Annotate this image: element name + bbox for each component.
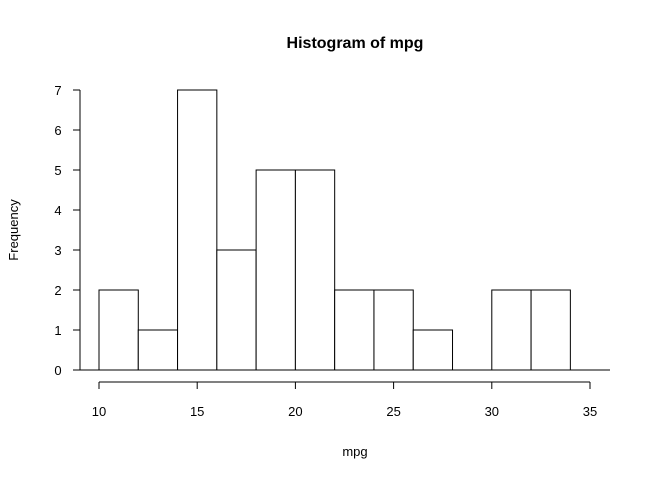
histogram-bar-12 (530, 289, 571, 371)
histogram-bar-2 (137, 329, 179, 371)
y-tick-label: 7 (54, 83, 61, 98)
histogram-bar-1 (98, 289, 139, 371)
bars-group (80, 89, 610, 371)
histogram-bar-7 (334, 289, 375, 371)
x-tick-label: 30 (485, 404, 499, 419)
histogram-bar-11 (491, 289, 532, 371)
x-axis-label: mpg (342, 444, 367, 459)
y-tick-label: 0 (54, 363, 61, 378)
y-tick-label: 6 (54, 123, 61, 138)
x-tick-label: 35 (583, 404, 597, 419)
histogram-bar-6 (294, 169, 336, 371)
y-tick-label: 4 (54, 203, 61, 218)
histogram-bar-9 (412, 329, 454, 371)
histogram-bar-5 (255, 169, 296, 371)
histogram-bar-8 (373, 289, 414, 371)
x-tick-label: 15 (190, 404, 204, 419)
x-axis: 10 15 20 25 30 35 (92, 381, 597, 419)
x-tick-label: 10 (92, 404, 106, 419)
histogram-bar-3 (177, 89, 218, 371)
chart-title: Histogram of mpg (287, 35, 424, 52)
histogram-bar-4 (216, 249, 257, 371)
y-tick-label: 5 (54, 163, 61, 178)
y-tick-label: 3 (54, 243, 61, 258)
x-tick-label: 25 (386, 404, 400, 419)
x-tick-label: 20 (288, 404, 302, 419)
y-tick-label: 1 (54, 323, 61, 338)
y-tick-label: 2 (54, 283, 61, 298)
y-axis-label: Frequency (6, 199, 21, 261)
y-axis: 0 1 2 3 4 5 6 7 (54, 83, 81, 378)
